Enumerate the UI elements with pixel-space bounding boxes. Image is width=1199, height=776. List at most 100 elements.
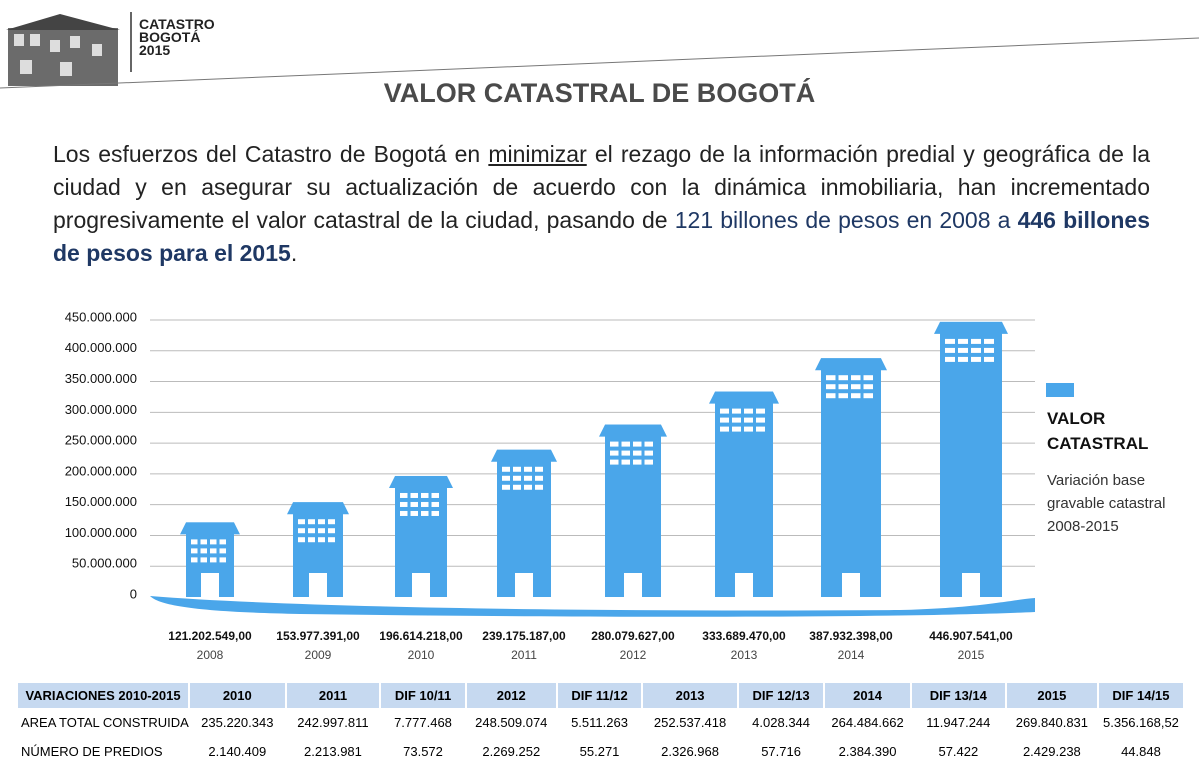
window [945,347,955,353]
roof [491,449,557,462]
text: . [290,240,298,266]
cell: 2.429.238 [1022,744,1081,759]
building [709,391,779,597]
x-tick-label: 2009 [305,648,332,662]
window [524,475,532,481]
x-tick-label: 2010 [408,648,435,662]
roof [599,424,667,437]
cell: 5.356.168,52 [1103,715,1179,730]
window [838,393,848,399]
x-tick-label: 2013 [731,648,758,662]
window [644,459,653,465]
roof [389,475,453,488]
window [732,408,741,414]
window [945,356,955,362]
window [621,441,630,447]
window [210,539,217,545]
header-cell: 2010 [188,683,287,708]
cell: 2.384.390 [838,744,897,759]
roof [934,321,1008,334]
window [513,475,521,481]
building [180,522,240,597]
header-rule [0,37,1199,89]
window [621,450,630,456]
window [524,484,532,490]
window [524,466,532,472]
cell: 7.777.468 [394,715,452,730]
ground [150,596,1035,617]
window [971,338,981,344]
window [210,557,217,563]
window [984,356,994,362]
cell: 269.840.831 [1015,715,1089,730]
window [502,466,510,472]
header-cell: 2011 [285,683,382,708]
window [535,484,543,490]
cell: 57.422 [938,744,979,759]
legend-label: VALOR CATASTRAL [1047,409,1149,453]
window [838,375,848,381]
window [200,539,207,545]
building [389,475,453,597]
cell: 73.572 [403,744,443,759]
roof [287,502,349,515]
window [219,539,226,545]
building [815,358,887,597]
cell: 2.213.981 [304,744,362,759]
window [502,484,510,490]
y-tick-label: 250.000.000 [65,433,137,448]
y-tick-label: 0 [130,586,137,601]
window [744,417,753,423]
window [610,459,619,465]
window [328,528,335,534]
window [513,466,521,472]
window [958,356,968,362]
header-cell: DIF 14/15 [1097,683,1186,708]
window [400,501,408,507]
header-cell: 2012 [465,683,558,708]
window [644,441,653,447]
window [756,426,765,432]
header-cell: DIF 12/13 [737,683,826,708]
bar [715,391,773,597]
cell: AREA TOTAL CONSTRUIDA [21,715,189,730]
building [599,424,667,597]
window [328,537,335,543]
logo-line: 2015 [139,42,171,58]
window [958,347,968,353]
intro-paragraph: Los esfuerzos del Catastro de Bogotá en … [53,138,1150,270]
logo-line: BOGOTÁ [139,29,201,45]
text: el rezago de la información predial y ge… [53,141,1150,233]
header-cell: DIF 10/11 [380,683,467,708]
window [826,375,836,381]
value-label: 239.175.187,00 [482,629,566,643]
window [633,450,642,456]
cell: NÚMERO DE PREDIOS [21,744,163,759]
header-cell: DIF 13/14 [910,683,1007,708]
window [535,466,543,472]
window [219,557,226,563]
building [934,321,1008,597]
window [308,537,315,543]
roof [180,522,240,535]
y-tick-label: 400.000.000 [65,340,137,355]
window [621,459,630,465]
header-cell: 2014 [824,683,912,708]
cell: 242.997.811 [297,715,369,730]
annotation: Variación base gravable catastral 2008-2… [1047,472,1166,535]
window [720,408,729,414]
window [431,510,439,516]
value-label: 280.079.627,00 [591,629,675,643]
window [971,356,981,362]
x-tick-label: 2012 [620,648,647,662]
cell: 55.271 [579,744,620,759]
roof [709,391,779,404]
door [201,573,219,597]
window [644,450,653,456]
window [610,441,619,447]
header-cell: VARIACIONES 2010-2015 [18,683,190,708]
window [431,492,439,498]
x-tick-label: 2008 [197,648,224,662]
cell: 2.140.409 [208,744,267,759]
